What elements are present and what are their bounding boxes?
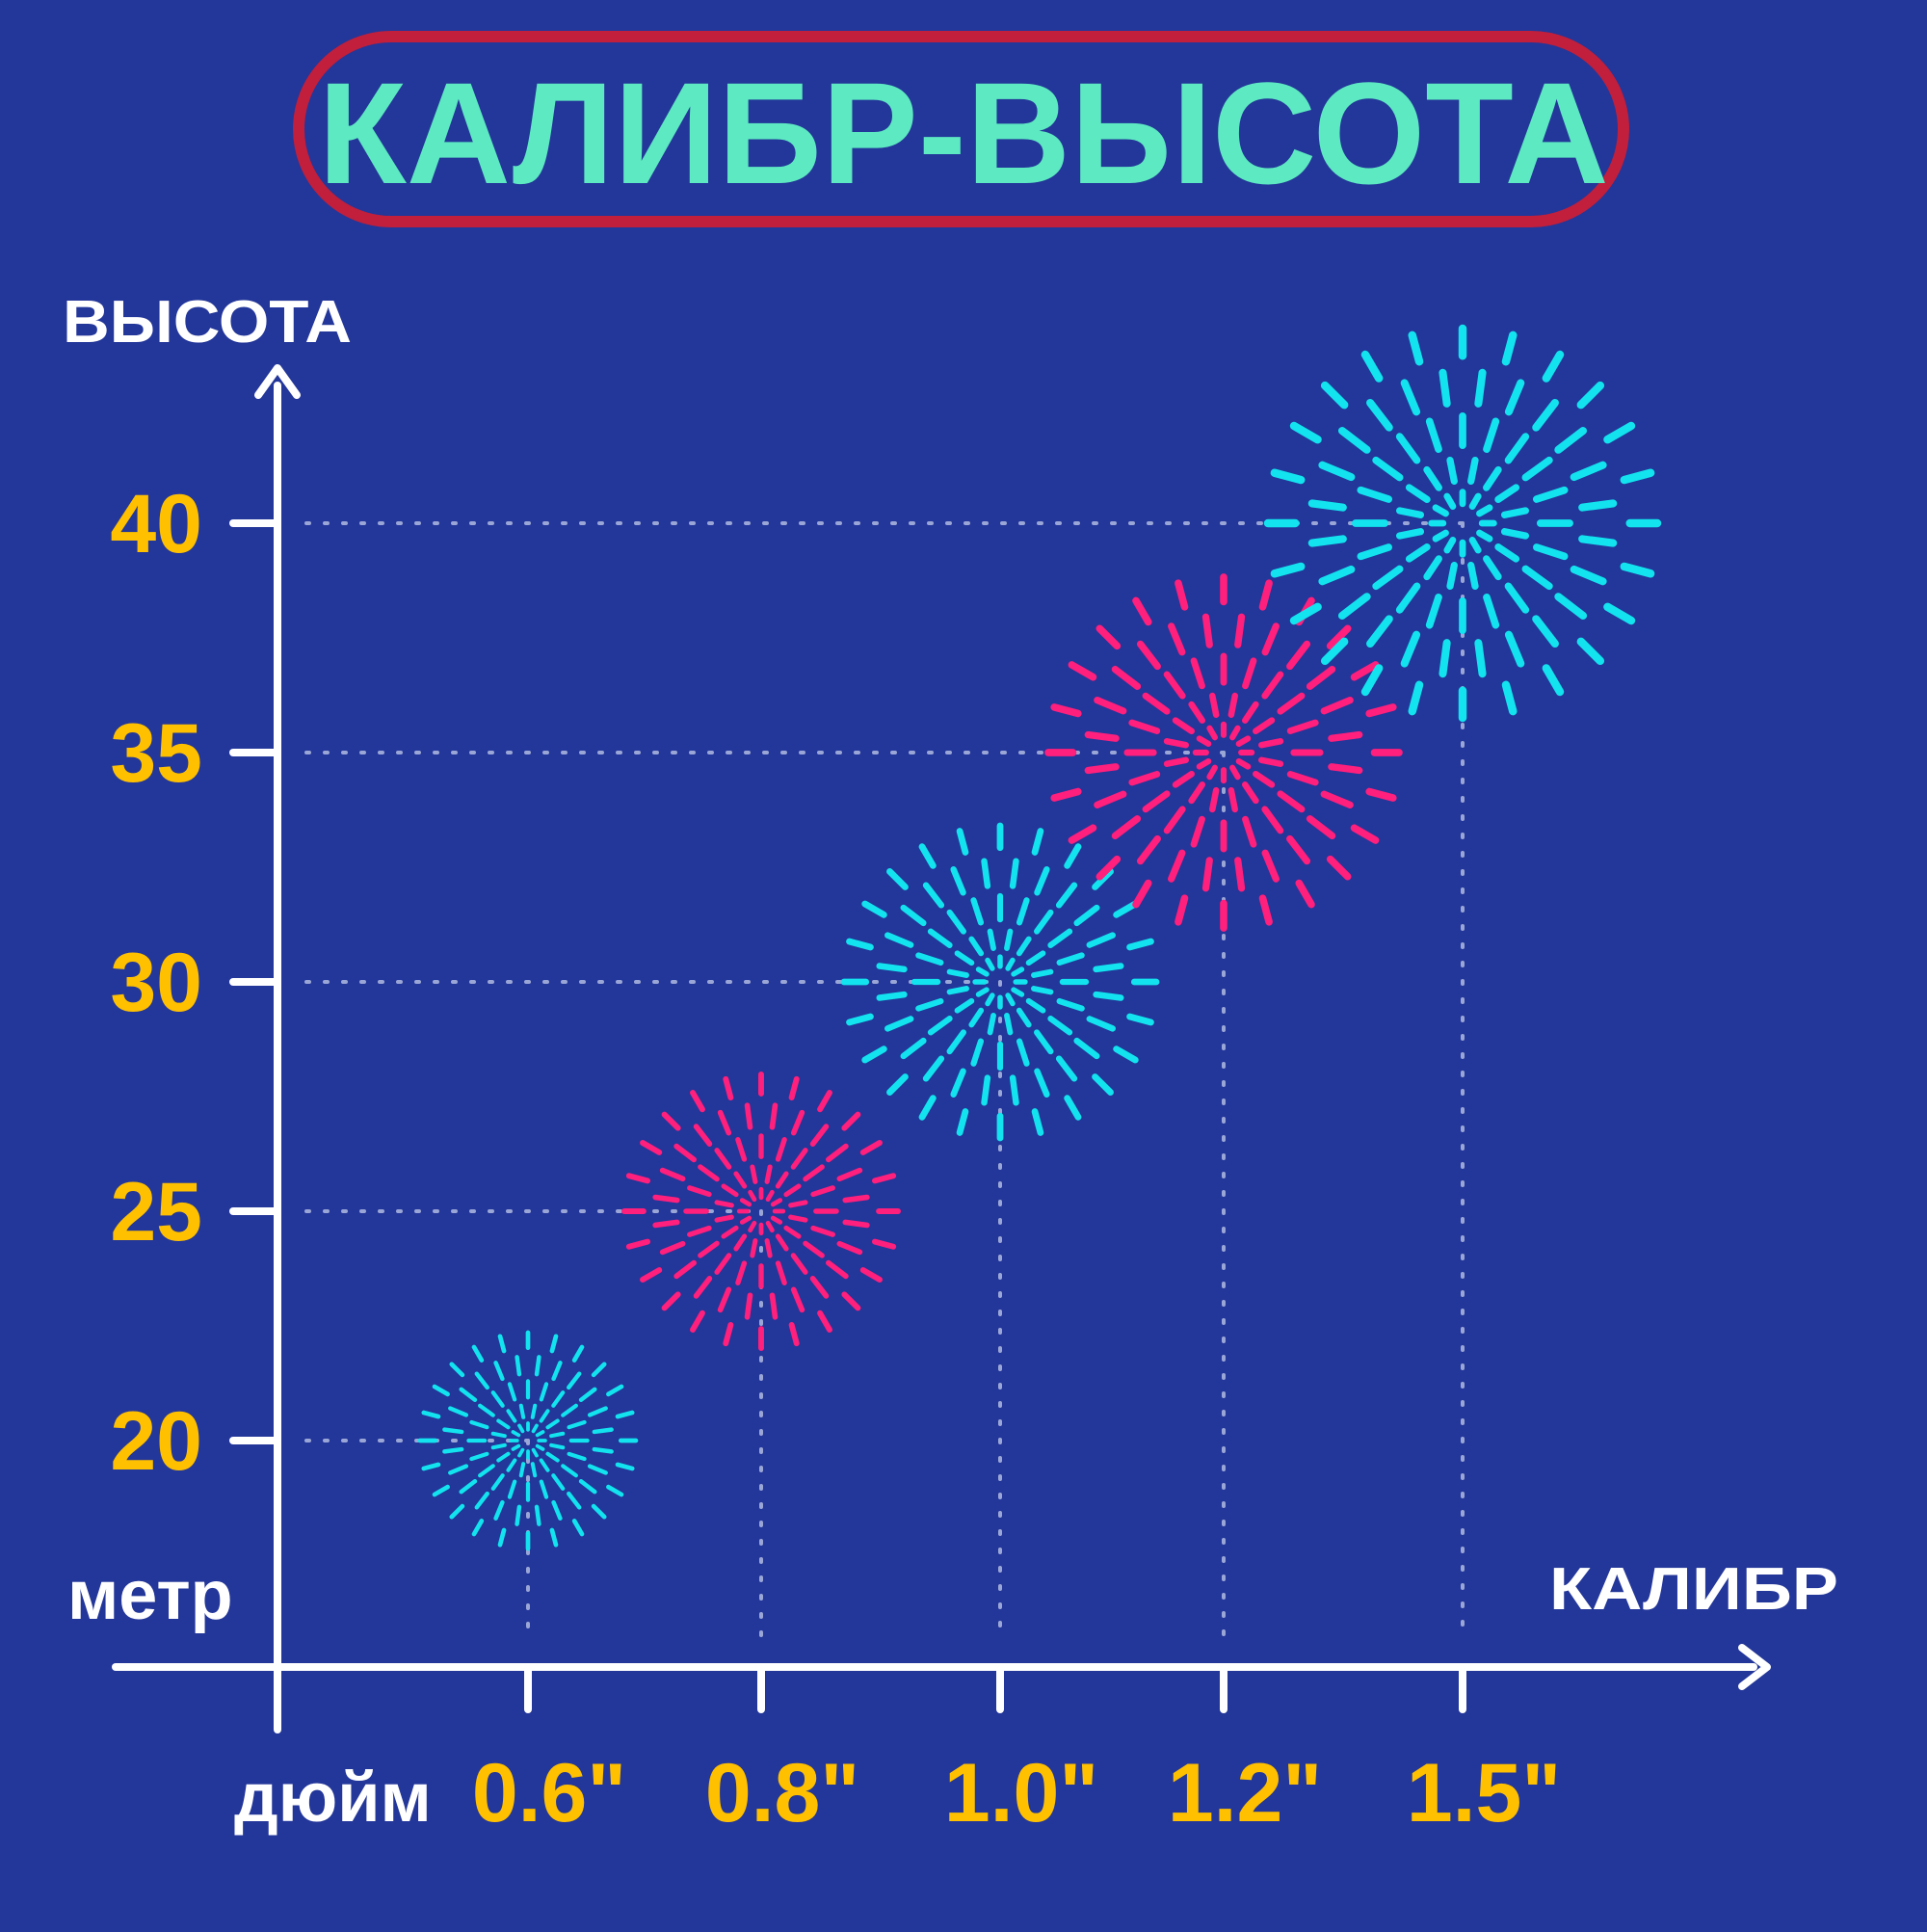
firework-point	[417, 1330, 639, 1551]
firework-point	[621, 1072, 901, 1351]
x-axis-label: КАЛИБР	[1549, 1556, 1838, 1623]
y-tick-label: 30	[110, 937, 202, 1029]
data-points	[417, 324, 1662, 1551]
x-tick-label: 1.0"	[944, 1747, 1098, 1839]
y-tick-label: 20	[110, 1395, 202, 1488]
y-ticks: 20 25 30 35 40	[110, 478, 281, 1488]
x-tick-label: 1.2"	[1168, 1747, 1322, 1839]
y-axis-arrow	[254, 364, 301, 399]
guide-lines	[304, 521, 1465, 1640]
x-tick-label: 1.5"	[1407, 1747, 1561, 1839]
x-axis-arrow	[1738, 1644, 1771, 1690]
x-tick-label: 0.8"	[705, 1747, 859, 1839]
firework-point	[1044, 573, 1403, 932]
title-frame	[293, 31, 1629, 227]
axes	[112, 364, 1771, 1734]
y-unit-label: метр	[67, 1557, 233, 1634]
x-unit-label: дюйм	[234, 1760, 432, 1837]
y-axis-label: ВЫСОТА	[63, 289, 352, 356]
y-tick-label: 35	[110, 707, 202, 800]
y-tick-label: 40	[110, 478, 202, 570]
firework-point	[1263, 324, 1662, 723]
x-ticks: 0.6" 0.8" 1.0" 1.2" 1.5"	[472, 1667, 1561, 1839]
chart-title: КАЛИБР-ВЫСОТА	[318, 52, 1609, 214]
firework-point	[840, 822, 1160, 1142]
x-tick-label: 0.6"	[472, 1747, 626, 1839]
y-tick-label: 25	[110, 1166, 202, 1258]
